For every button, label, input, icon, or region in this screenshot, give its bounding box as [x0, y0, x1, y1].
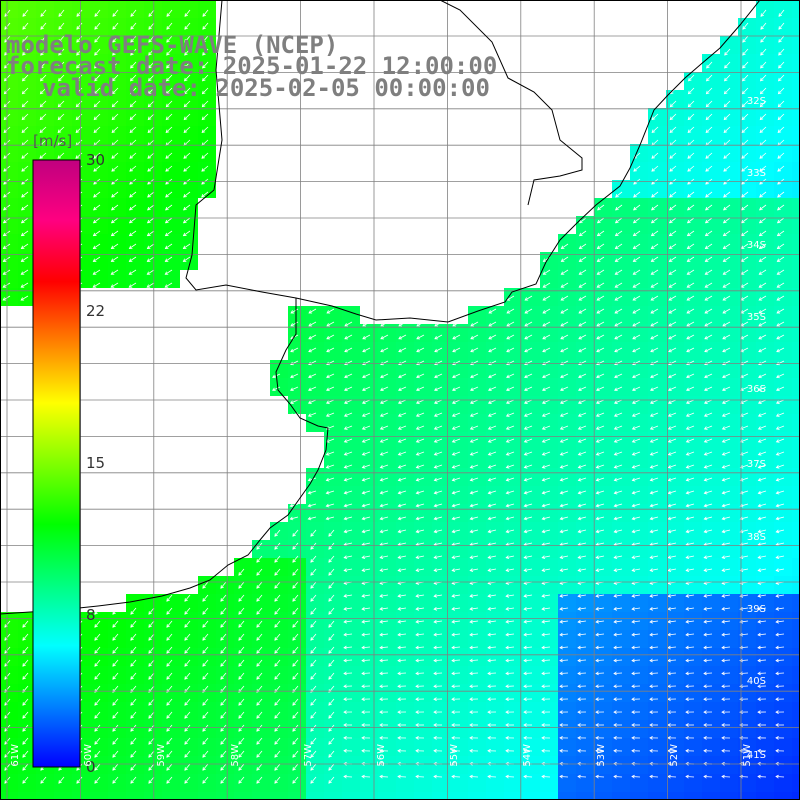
lon-label-57w: 57W — [303, 744, 314, 767]
colorbar — [32, 159, 81, 768]
lat-label-39s: 39S — [746, 604, 766, 615]
valid-date: valid date: 2025-02-05 00:00:00 — [42, 74, 490, 102]
lat-label-36s: 36S — [746, 384, 766, 395]
lon-label-55w: 55W — [449, 744, 460, 767]
lat-label-34s: 34S — [746, 240, 766, 251]
colorbar-tick-0: 0 — [86, 758, 96, 776]
lat-label-41s: 41S — [746, 750, 766, 761]
lon-label-58w: 58W — [230, 744, 241, 767]
model-title: modelo GEFS-WAVE (NCEP) — [6, 31, 339, 59]
colorbar-unit: [m/s] — [33, 132, 73, 150]
lon-label-59w: 59W — [156, 744, 167, 767]
lat-label-35s: 35S — [746, 312, 766, 323]
colorbar-tick-15: 15 — [86, 454, 106, 472]
lat-label-38s: 38S — [746, 532, 766, 543]
lon-label-54w: 54W — [522, 744, 533, 767]
colorbar-tick-22: 22 — [86, 302, 106, 320]
lon-label-52w: 52W — [669, 744, 680, 767]
lon-label-61w: 61W — [10, 744, 21, 767]
forecast-date: forecast date: 2025-01-22 12:00:00 — [6, 52, 498, 80]
lon-label-51w: 51W — [742, 744, 753, 767]
lat-label-37s: 37S — [746, 459, 766, 470]
lon-label-53w: 53W — [596, 744, 607, 767]
lat-label-32s: 32S — [746, 96, 766, 107]
colorbar-tick-8: 8 — [86, 606, 96, 624]
colorbar-tick-30: 30 — [86, 151, 106, 169]
lat-label-33s: 33S — [746, 168, 766, 179]
lon-label-56w: 56W — [376, 744, 387, 767]
lon-label-60w: 60W — [83, 744, 94, 767]
lat-label-40s: 40S — [746, 676, 766, 687]
